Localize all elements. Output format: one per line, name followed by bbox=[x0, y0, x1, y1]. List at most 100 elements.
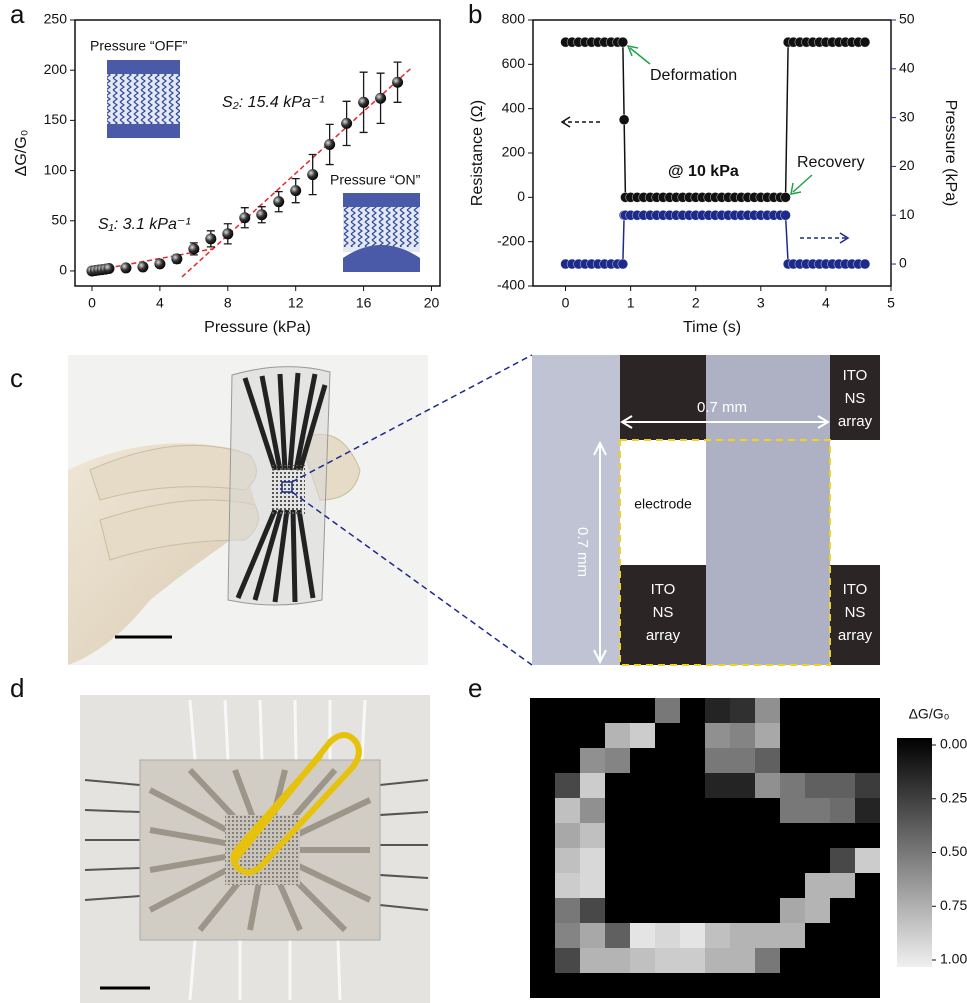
x-tick-label: 0 bbox=[88, 295, 96, 311]
pad-label: ITO bbox=[843, 367, 868, 384]
heat-cell bbox=[705, 973, 730, 998]
data-point bbox=[619, 115, 629, 125]
heat-cell bbox=[730, 748, 755, 773]
pad-label: ITO bbox=[651, 581, 676, 598]
pad-label: NS bbox=[845, 390, 866, 407]
heat-cell bbox=[830, 823, 855, 848]
data-point bbox=[618, 37, 628, 47]
x-tick-label: 8 bbox=[224, 295, 232, 311]
heat-cell bbox=[655, 748, 680, 773]
heat-cell bbox=[655, 898, 680, 923]
heat-cell bbox=[780, 798, 805, 823]
heat-cell bbox=[555, 723, 580, 748]
heat-cell bbox=[830, 748, 855, 773]
data-point bbox=[307, 169, 318, 180]
heat-cell bbox=[680, 873, 705, 898]
plot-frame bbox=[533, 20, 891, 286]
heat-cell bbox=[680, 948, 705, 973]
heat-cell bbox=[630, 948, 655, 973]
heat-cell bbox=[805, 698, 830, 723]
heat-cell bbox=[580, 973, 605, 998]
y-tick-label: 0 bbox=[59, 262, 67, 278]
data-point bbox=[256, 209, 267, 220]
heat-cell bbox=[705, 723, 730, 748]
heat-cell bbox=[705, 773, 730, 798]
heat-cell bbox=[780, 723, 805, 748]
panel-label: e bbox=[468, 673, 482, 703]
heat-cell bbox=[630, 798, 655, 823]
data-point bbox=[860, 37, 870, 47]
heat-cell bbox=[555, 748, 580, 773]
scale-label: 0.7 mm bbox=[697, 399, 747, 416]
heat-cell bbox=[780, 823, 805, 848]
data-point bbox=[273, 196, 284, 207]
annotation: Deformation bbox=[650, 67, 737, 84]
panel-label: b bbox=[468, 0, 482, 29]
heat-cell bbox=[730, 973, 755, 998]
heat-cell bbox=[580, 723, 605, 748]
heat-cell bbox=[555, 823, 580, 848]
y2-tick-label: 10 bbox=[899, 206, 915, 222]
heat-cell bbox=[755, 848, 780, 873]
heat-cell bbox=[755, 723, 780, 748]
heat-cell bbox=[705, 948, 730, 973]
heat-cell bbox=[730, 923, 755, 948]
heat-cell bbox=[655, 923, 680, 948]
heat-cell bbox=[805, 948, 830, 973]
heat-cell bbox=[555, 898, 580, 923]
y2-tick-label: 40 bbox=[899, 60, 915, 76]
heat-cell bbox=[630, 748, 655, 773]
heat-cell bbox=[780, 748, 805, 773]
pad-label: NS bbox=[845, 604, 866, 621]
x-tick-label: 12 bbox=[288, 295, 304, 311]
data-point bbox=[103, 263, 114, 274]
heat-cell bbox=[705, 923, 730, 948]
heat-cell bbox=[630, 823, 655, 848]
heat-cell bbox=[780, 773, 805, 798]
heat-cell bbox=[530, 823, 555, 848]
data-point bbox=[324, 139, 335, 150]
heat-cell bbox=[830, 973, 855, 998]
y-axis-label: Resistance (Ω) bbox=[469, 100, 486, 206]
heat-cell bbox=[805, 873, 830, 898]
heat-cell bbox=[830, 923, 855, 948]
heat-cell bbox=[680, 848, 705, 873]
heat-cell bbox=[555, 698, 580, 723]
heat-cell bbox=[805, 848, 830, 873]
heat-cell bbox=[630, 873, 655, 898]
heat-cell bbox=[580, 898, 605, 923]
heat-cell bbox=[855, 848, 880, 873]
heat-cell bbox=[830, 798, 855, 823]
heat-cell bbox=[530, 948, 555, 973]
heat-cell bbox=[555, 798, 580, 823]
annotation: Recovery bbox=[797, 154, 865, 171]
y-tick-label: -200 bbox=[497, 232, 525, 248]
heat-cell bbox=[805, 798, 830, 823]
heat-cell bbox=[855, 773, 880, 798]
heat-cell bbox=[855, 823, 880, 848]
x-tick-label: 4 bbox=[822, 295, 830, 311]
heat-cell bbox=[755, 973, 780, 998]
data-point bbox=[618, 259, 628, 269]
heat-cell bbox=[730, 873, 755, 898]
data-point bbox=[222, 228, 233, 239]
pad-label: array bbox=[646, 627, 681, 644]
heat-cell bbox=[605, 798, 630, 823]
heat-cell bbox=[655, 698, 680, 723]
data-point bbox=[239, 212, 250, 223]
heat-cell bbox=[605, 948, 630, 973]
heat-cell bbox=[605, 773, 630, 798]
heat-cell bbox=[555, 973, 580, 998]
heat-cell bbox=[580, 848, 605, 873]
y-tick-label: 200 bbox=[502, 144, 526, 160]
heat-cell bbox=[530, 723, 555, 748]
heat-cell bbox=[655, 823, 680, 848]
heat-cell bbox=[580, 873, 605, 898]
heat-cell bbox=[530, 873, 555, 898]
x-tick-label: 20 bbox=[424, 295, 440, 311]
x-axis-label: Pressure (kPa) bbox=[204, 319, 311, 336]
heat-cell bbox=[730, 723, 755, 748]
heat-cell bbox=[580, 823, 605, 848]
heat-cell bbox=[755, 873, 780, 898]
data-point bbox=[188, 243, 199, 254]
